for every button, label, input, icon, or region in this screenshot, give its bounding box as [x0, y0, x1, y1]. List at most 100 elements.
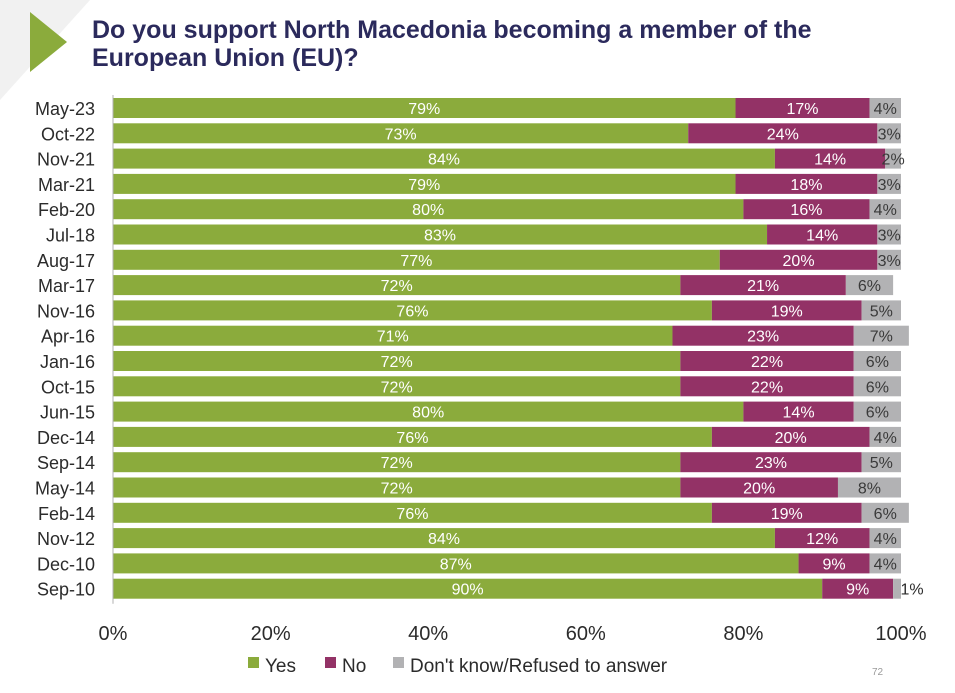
page-number: 72 — [872, 667, 884, 678]
x-tick-label: 0% — [99, 623, 128, 645]
data-label: 6% — [866, 354, 889, 371]
data-label: 79% — [408, 177, 440, 194]
bar-segment-no — [767, 224, 878, 245]
data-label: 4% — [874, 556, 897, 573]
bar-segment-yes — [113, 199, 744, 220]
bar-segment-no — [711, 426, 870, 447]
data-label: 6% — [866, 379, 889, 396]
bar-segment-don-t-know-refused-to-answer — [861, 452, 901, 473]
bar-segment-don-t-know-refused-to-answer — [837, 477, 901, 498]
data-label: 22% — [751, 379, 783, 396]
bar-segment-no — [735, 173, 878, 194]
bar-segment-no — [680, 376, 854, 397]
bar-segment-don-t-know-refused-to-answer — [853, 401, 901, 422]
bar-segment-yes — [113, 300, 712, 321]
category-label: Sep-14 — [37, 453, 95, 473]
data-label: 4% — [874, 531, 897, 548]
data-label: 76% — [396, 303, 428, 320]
bar-segment-don-t-know-refused-to-answer — [877, 224, 901, 245]
bar-segment-don-t-know-refused-to-answer — [869, 426, 901, 447]
data-label: 9% — [846, 582, 869, 599]
data-label: 3% — [878, 177, 901, 194]
bar-segment-no — [680, 477, 838, 498]
bar-segment-yes — [113, 224, 768, 245]
category-label: May-14 — [35, 479, 95, 499]
bar-segment-no — [743, 401, 854, 422]
bar-segment-no — [680, 351, 854, 371]
bar-segment-don-t-know-refused-to-answer — [853, 376, 901, 397]
data-label: 73% — [385, 126, 417, 143]
bar-segment-don-t-know-refused-to-answer — [877, 173, 901, 194]
data-label: 22% — [751, 354, 783, 371]
data-label: 3% — [878, 228, 901, 245]
category-label: Feb-20 — [38, 200, 95, 220]
bar-segment-yes — [113, 426, 712, 447]
bar-segment-yes — [113, 325, 673, 346]
data-label: 6% — [858, 278, 881, 295]
legend-swatch — [393, 657, 404, 668]
category-label: Feb-14 — [38, 504, 95, 524]
bar-segment-no — [774, 148, 886, 169]
data-label: 84% — [428, 152, 460, 169]
bar-segment-yes — [113, 502, 712, 523]
bar-segment-don-t-know-refused-to-answer — [861, 502, 909, 523]
data-label: 19% — [771, 303, 803, 320]
bar-segment-yes — [113, 123, 689, 144]
data-label: 77% — [400, 253, 432, 270]
data-label: 72% — [381, 278, 413, 295]
data-label: 14% — [806, 228, 838, 245]
bar-segment-don-t-know-refused-to-answer — [877, 249, 901, 270]
bar-segment-don-t-know-refused-to-answer — [853, 351, 901, 371]
data-label: 1% — [900, 582, 923, 599]
category-label: Mar-17 — [38, 276, 95, 296]
x-tick-label: 60% — [566, 623, 606, 645]
legend-swatch — [248, 657, 259, 668]
legend-label: Don't know/Refused to answer — [410, 656, 668, 677]
data-label: 20% — [783, 253, 815, 270]
data-label: 76% — [396, 430, 428, 447]
category-label: Sep-10 — [37, 580, 95, 600]
data-label: 20% — [743, 481, 775, 498]
bar-segment-yes — [113, 98, 736, 118]
bar-segment-no — [688, 123, 878, 144]
bar-segment-no — [711, 300, 862, 321]
data-label: 19% — [771, 506, 803, 523]
category-label: Jul-18 — [46, 226, 95, 246]
data-label: 4% — [874, 101, 897, 118]
data-label: 71% — [377, 329, 409, 346]
data-label: 3% — [878, 126, 901, 143]
data-label: 4% — [874, 202, 897, 219]
data-label: 90% — [452, 582, 484, 599]
bar-segment-yes — [113, 275, 681, 296]
bar-segment-yes — [113, 173, 736, 194]
bar-segment-don-t-know-refused-to-answer — [877, 123, 901, 144]
x-tick-label: 100% — [875, 623, 926, 645]
data-label: 23% — [747, 329, 779, 346]
bar-segment-yes — [113, 351, 681, 371]
data-label: 83% — [424, 228, 456, 245]
data-label: 6% — [866, 405, 889, 422]
category-label: Nov-12 — [37, 529, 95, 549]
bar-segment-yes — [113, 148, 775, 169]
category-label: Jan-16 — [40, 352, 95, 372]
bar-segment-no — [798, 553, 870, 574]
bar-segment-don-t-know-refused-to-answer — [869, 553, 901, 574]
bar-segment-yes — [113, 528, 775, 549]
data-label: 8% — [858, 481, 881, 498]
bar-segment-no — [719, 249, 878, 270]
data-label: 72% — [381, 481, 413, 498]
bar-segment-no — [774, 528, 870, 549]
data-label: 14% — [814, 152, 846, 169]
bar-segment-don-t-know-refused-to-answer — [845, 275, 894, 296]
data-label: 16% — [790, 202, 822, 219]
data-label: 20% — [775, 430, 807, 447]
bar-segment-yes — [113, 401, 744, 422]
bar-segment-don-t-know-refused-to-answer — [861, 300, 901, 321]
data-label: 84% — [428, 531, 460, 548]
bar-segment-yes — [113, 553, 799, 574]
data-label: 87% — [440, 556, 472, 573]
bar-segment-no — [680, 452, 862, 473]
data-label: 17% — [786, 101, 818, 118]
bar-segment-no — [672, 325, 854, 346]
data-label: 5% — [870, 303, 893, 320]
